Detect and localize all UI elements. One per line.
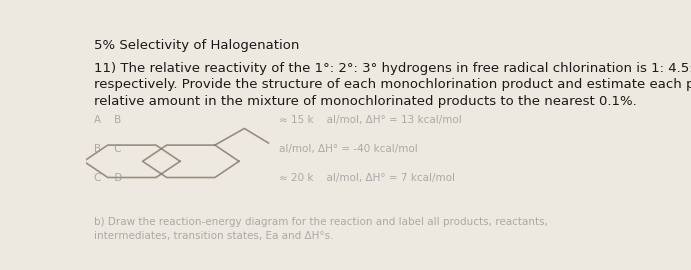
Text: B    C: B C xyxy=(95,144,122,154)
Text: A    B: A B xyxy=(95,115,122,125)
Text: al/mol, ΔH° = -40 kcal/mol: al/mol, ΔH° = -40 kcal/mol xyxy=(279,144,418,154)
Text: ≈ 20 k    al/mol, ΔH° = 7 kcal/mol: ≈ 20 k al/mol, ΔH° = 7 kcal/mol xyxy=(279,173,455,183)
Text: ≈ 15 k    al/mol, ΔH° = 13 kcal/mol: ≈ 15 k al/mol, ΔH° = 13 kcal/mol xyxy=(279,115,462,125)
Text: 5% Selectivity of Halogenation: 5% Selectivity of Halogenation xyxy=(95,39,300,52)
Text: b) Draw the reaction-energy diagram for the reaction and label all products, rea: b) Draw the reaction-energy diagram for … xyxy=(95,217,549,241)
Text: C    D: C D xyxy=(95,173,123,183)
Text: 11) The relative reactivity of the 1°: 2°: 3° hydrogens in free radical chlorina: 11) The relative reactivity of the 1°: 2… xyxy=(95,62,691,107)
